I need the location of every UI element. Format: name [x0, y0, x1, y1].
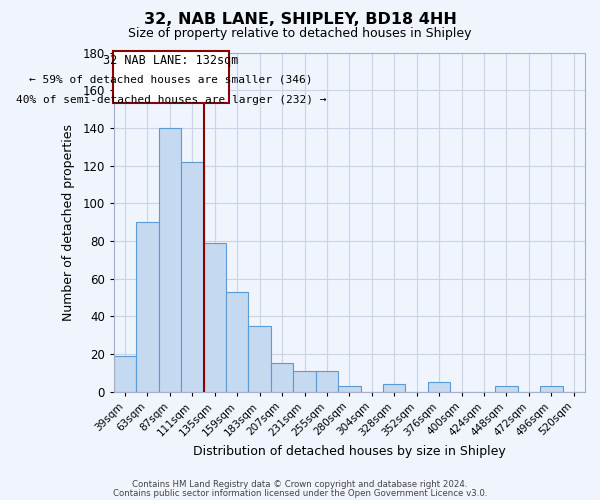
Bar	[203, 243, 226, 392]
Bar	[338, 386, 361, 392]
Bar	[540, 386, 563, 392]
Bar	[293, 371, 316, 392]
Bar	[271, 364, 293, 392]
Text: 40% of semi-detached houses are larger (232) →: 40% of semi-detached houses are larger (…	[16, 95, 326, 105]
Bar	[495, 386, 518, 392]
Text: ← 59% of detached houses are smaller (346): ← 59% of detached houses are smaller (34…	[29, 74, 313, 85]
Bar	[181, 162, 203, 392]
Bar	[136, 222, 158, 392]
Bar	[158, 128, 181, 392]
Y-axis label: Number of detached properties: Number of detached properties	[62, 124, 76, 320]
Text: Contains public sector information licensed under the Open Government Licence v3: Contains public sector information licen…	[113, 490, 487, 498]
X-axis label: Distribution of detached houses by size in Shipley: Distribution of detached houses by size …	[193, 444, 506, 458]
Text: Size of property relative to detached houses in Shipley: Size of property relative to detached ho…	[128, 28, 472, 40]
Text: 32 NAB LANE: 132sqm: 32 NAB LANE: 132sqm	[103, 54, 239, 67]
Bar	[226, 292, 248, 392]
Text: Contains HM Land Registry data © Crown copyright and database right 2024.: Contains HM Land Registry data © Crown c…	[132, 480, 468, 489]
Bar	[428, 382, 451, 392]
Text: 32, NAB LANE, SHIPLEY, BD18 4HH: 32, NAB LANE, SHIPLEY, BD18 4HH	[143, 12, 457, 28]
Bar	[316, 371, 338, 392]
Bar	[248, 326, 271, 392]
FancyBboxPatch shape	[113, 51, 229, 103]
Bar	[383, 384, 406, 392]
Bar	[114, 356, 136, 392]
